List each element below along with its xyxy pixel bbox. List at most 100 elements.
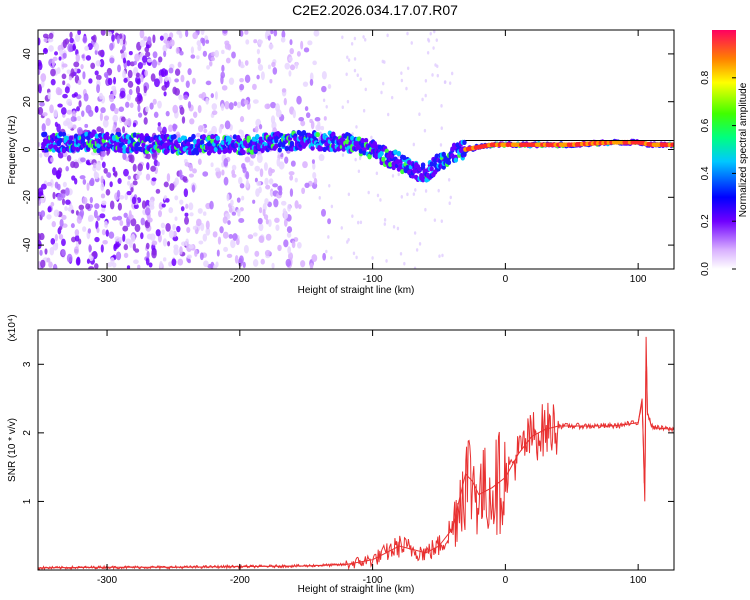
spectrogram-noise-dot <box>143 117 148 125</box>
spectrogram-noise-dot <box>157 100 162 109</box>
spectrogram-noise-dot <box>285 258 292 267</box>
spectrogram-noise-dot <box>236 209 242 214</box>
spectrogram-noise-dot <box>192 225 197 230</box>
spectrogram-band-dot <box>61 131 67 137</box>
spectrogram-noise-dot <box>135 85 141 95</box>
spectrogram-noise-dot <box>85 203 91 210</box>
spectrogram-noise-dot <box>353 57 357 61</box>
spectrogram-noise-dot <box>62 181 67 188</box>
spectrogram-noise-dot <box>186 227 191 233</box>
spectrogram-noise-dot <box>100 244 104 253</box>
spectrogram-noise-dot <box>300 120 306 127</box>
spectrogram-noise-dot <box>94 49 98 55</box>
spectrogram-noise-dot <box>321 70 327 80</box>
spectrogram-noise-dot <box>123 168 129 177</box>
spectrogram-noise-dot <box>99 92 104 100</box>
spectrogram-noise-dot <box>269 78 273 84</box>
spectrogram-noise-dot <box>159 261 163 269</box>
spectrogram-noise-dot <box>85 159 91 165</box>
spectrogram-noise-dot <box>133 259 139 265</box>
spectrogram-noise-dot <box>227 220 231 226</box>
spectrogram-noise-dot <box>371 256 374 260</box>
spectrogram-noise-dot <box>257 217 263 225</box>
spectrogram-noise-dot <box>81 54 85 59</box>
spectrogram-noise-dot <box>447 177 451 182</box>
spectrogram-noise-dot <box>328 184 331 188</box>
spectrogram-noise-dot <box>413 266 417 269</box>
spectrogram-noise-dot <box>197 125 204 133</box>
spectrogram-noise-dot <box>168 230 175 239</box>
spectrogram-band-dot <box>360 137 365 144</box>
spectrogram-noise-dot <box>133 60 137 66</box>
spectrogram-noise-dot <box>179 50 184 56</box>
spectrogram-noise-dot <box>143 36 148 42</box>
spectrogram-noise-dot <box>84 123 89 128</box>
spectrogram-band-dot <box>400 168 405 175</box>
spectrogram-noise-dot <box>258 207 263 214</box>
spectrogram-noise-dot <box>113 76 117 85</box>
spectrogram-noise-dot <box>194 249 198 257</box>
spectrogram-noise-dot <box>288 70 292 77</box>
spectrogram-noise-dot <box>418 112 421 116</box>
spectrogram-noise-dot <box>106 150 110 156</box>
spectrogram-noise-dot <box>178 94 183 101</box>
spectrogram-noise-dot <box>341 153 345 157</box>
spectrogram-band-dot <box>205 145 210 151</box>
spectrogram-noise-dot <box>134 224 141 233</box>
spectrogram-noise-dot <box>61 198 66 206</box>
spectrogram-noise-dot <box>252 99 259 104</box>
spectrogram-noise-dot <box>228 207 233 213</box>
spectrogram-noise-dot <box>165 222 171 232</box>
spectrogram-noise-dot <box>40 183 47 190</box>
spectrogram-y-ticks: -40 -20 0 20 40 <box>22 48 674 252</box>
spectrogram-noise-dot <box>205 227 211 236</box>
spectrogram-noise-dot <box>245 179 249 189</box>
spectrogram-noise-dot <box>227 43 232 51</box>
spectrogram-noise-dot <box>183 94 189 100</box>
spectrogram-noise-dot <box>130 187 134 193</box>
spectrogram-x-ticks: -300 -200 -100 0 100 <box>97 30 647 285</box>
spectrogram-noise-dot <box>100 193 106 199</box>
spectrogram-noise-dot <box>96 84 101 94</box>
spectrogram-noise-dot <box>188 173 194 178</box>
spectrogram-noise-dot <box>186 254 192 259</box>
spectrogram-noise-dot <box>159 35 164 41</box>
spectrogram-noise-dot <box>241 195 245 201</box>
spectrogram-noise-dot <box>53 109 58 118</box>
spectrogram-noise-dot <box>295 61 299 70</box>
spectrogram-noise-dot <box>134 248 140 253</box>
spectrogram-noise-dot <box>135 97 139 102</box>
spectrogram-noise-dot <box>94 263 99 269</box>
spectrogram-noise-dot <box>76 106 80 112</box>
spectrogram-noise-dot <box>123 77 128 83</box>
spectrogram-band-dot <box>432 158 438 164</box>
spectrogram-noise-dot <box>70 223 75 229</box>
spectrogram-band-dot <box>315 131 320 138</box>
spectrogram-noise-dot <box>238 218 245 223</box>
spectrogram-noise-dot <box>61 249 66 257</box>
spectrogram-noise-dot <box>191 77 196 85</box>
spectrogram-noise-dot <box>71 209 75 214</box>
spectrogram-noise-dot <box>412 142 416 147</box>
spectrogram-band-dot <box>42 131 48 137</box>
spectrogram-noise-dot <box>327 218 332 225</box>
spectrogram-noise-dot <box>150 73 156 82</box>
spectrogram-noise-dot <box>297 241 302 249</box>
spectrogram-noise-dot <box>177 258 184 266</box>
spectrogram-x-label: Height of straight line (km) <box>298 285 415 296</box>
spectrogram-noise-dot <box>86 258 91 264</box>
spectrogram-noise-dot <box>152 98 157 105</box>
y-tick-label-2: 0 <box>22 146 33 152</box>
spectrogram-band-dot <box>319 146 324 152</box>
spectrogram-noise-dot <box>148 262 153 268</box>
spectrogram-noise-dot <box>247 234 254 240</box>
spectrogram-noise-dot <box>87 228 92 234</box>
spectrogram-noise-dot <box>52 263 58 269</box>
spectrogram-noise-dot <box>424 93 427 98</box>
spectrogram-noise-dot <box>211 125 218 135</box>
spectrogram-noise-dot <box>330 204 334 209</box>
spectrogram-noise-dot <box>440 104 443 108</box>
colorbar-gradient <box>712 30 736 269</box>
spectrogram-noise-dot <box>113 242 120 249</box>
spectrogram-noise-dot <box>48 32 54 40</box>
